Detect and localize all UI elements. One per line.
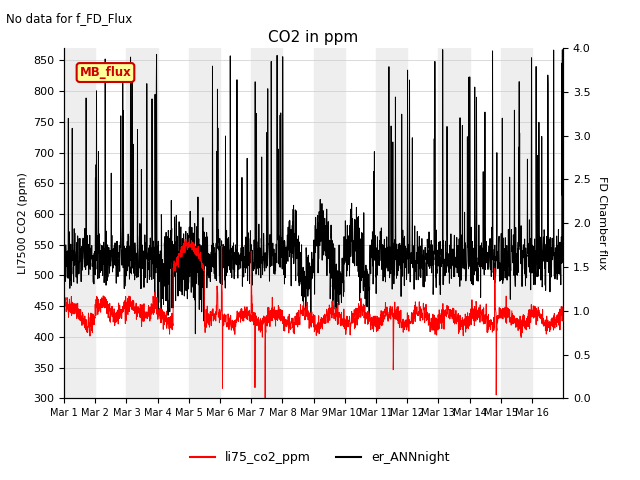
Text: MB_flux: MB_flux: [79, 66, 131, 79]
Bar: [314, 48, 345, 398]
Bar: [438, 48, 470, 398]
Title: CO2 in ppm: CO2 in ppm: [268, 30, 359, 46]
Bar: [127, 48, 157, 398]
Bar: [189, 48, 220, 398]
Y-axis label: LI7500 CO2 (ppm): LI7500 CO2 (ppm): [17, 172, 28, 274]
Bar: [376, 48, 407, 398]
Y-axis label: FD Chamber flux: FD Chamber flux: [597, 176, 607, 270]
Bar: [64, 48, 95, 398]
Bar: [501, 48, 532, 398]
Legend: li75_co2_ppm, er_ANNnight: li75_co2_ppm, er_ANNnight: [186, 446, 454, 469]
Bar: [252, 48, 282, 398]
Text: No data for f_FD_Flux: No data for f_FD_Flux: [6, 12, 132, 25]
